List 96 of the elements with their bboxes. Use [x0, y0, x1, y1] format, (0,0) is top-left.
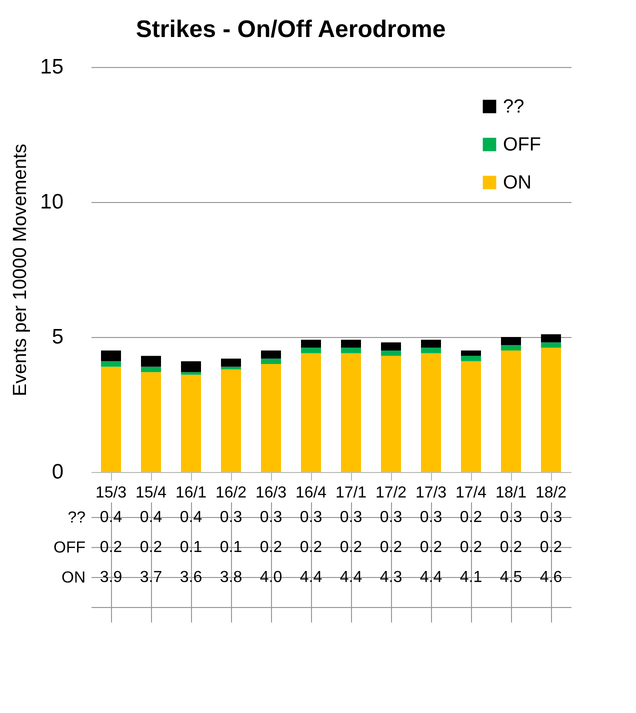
bar — [381, 350, 401, 356]
x-tick-label: 16/3 — [255, 484, 287, 502]
y-axis-title: Events per 10000 Movements — [10, 144, 32, 396]
data-label: 4.4 — [420, 569, 442, 586]
x-tick-label: 16/1 — [175, 484, 207, 502]
bar — [381, 342, 401, 350]
y-tick-label: 5 — [52, 326, 64, 348]
data-label: 0.3 — [380, 509, 402, 526]
bar — [221, 358, 241, 367]
data-label: 0.2 — [380, 539, 402, 556]
data-label: 0.2 — [260, 539, 282, 556]
legend-label: ON — [503, 172, 532, 194]
bar — [341, 353, 361, 472]
data-label: 3.9 — [100, 569, 122, 586]
text: ON — [62, 570, 86, 586]
bar — [141, 356, 161, 367]
bar — [461, 356, 481, 362]
bar — [541, 342, 561, 348]
bar — [341, 340, 361, 348]
bar — [141, 372, 161, 472]
data-label: 4.4 — [300, 569, 322, 586]
bar — [501, 350, 521, 472]
bar — [101, 361, 121, 367]
data-label: 0.3 — [300, 509, 322, 526]
data-label: 4.3 — [380, 569, 402, 586]
bar — [461, 350, 481, 356]
bar — [261, 364, 281, 472]
data-label: 0.1 — [180, 539, 202, 556]
data-label: 0.2 — [100, 539, 122, 556]
x-tick-label: 15/4 — [135, 484, 167, 502]
bar — [301, 340, 321, 348]
bar — [221, 369, 241, 472]
bar — [541, 334, 561, 342]
bar — [261, 350, 281, 359]
data-label: 4.0 — [260, 569, 282, 586]
bar — [541, 348, 561, 472]
data-label: 0.3 — [340, 509, 362, 526]
x-tick-label: 17/4 — [455, 484, 487, 502]
data-label: 0.4 — [140, 509, 162, 526]
data-label: 0.3 — [500, 509, 522, 526]
data-label: 0.3 — [540, 509, 562, 526]
bar — [181, 374, 201, 472]
legend-label: ?? — [503, 96, 524, 118]
data-label: 3.8 — [220, 569, 242, 586]
bar — [301, 348, 321, 354]
bar — [261, 358, 281, 364]
x-tick-label: 18/1 — [495, 484, 527, 502]
data-label: 0.2 — [340, 539, 362, 556]
x-tick-label: 17/3 — [415, 484, 447, 502]
data-label: 0.3 — [260, 509, 282, 526]
data-label: 0.2 — [140, 539, 162, 556]
text: ?? — [68, 510, 86, 526]
x-tick-label: 16/4 — [295, 484, 327, 502]
bar — [341, 348, 361, 354]
bar — [101, 350, 121, 362]
data-label: 4.6 — [540, 569, 562, 586]
chart-title: Strikes - On/Off Aerodrome — [136, 16, 446, 43]
data-label: 0.4 — [100, 509, 122, 526]
x-tick-label: 17/1 — [335, 484, 367, 502]
x-tick-label: 18/2 — [535, 484, 567, 502]
y-tick-label: 10 — [40, 190, 64, 214]
data-label: 0.2 — [540, 539, 562, 556]
data-label: 0.2 — [500, 539, 522, 556]
data-label: 0.2 — [420, 539, 442, 556]
bar — [301, 353, 321, 472]
bar — [181, 361, 201, 372]
legend-label: OFF — [503, 134, 541, 156]
bar — [501, 345, 521, 350]
x-tick-label: 15/3 — [95, 484, 127, 502]
bar — [421, 353, 441, 472]
bar — [421, 340, 441, 348]
data-label: 4.1 — [460, 569, 482, 586]
bar — [101, 366, 121, 472]
x-tick-label: 17/2 — [375, 484, 407, 502]
bar — [461, 361, 481, 472]
bar — [501, 337, 521, 346]
bar — [221, 366, 241, 370]
y-tick-label: 0 — [52, 460, 64, 484]
data-label: 4.5 — [500, 569, 522, 586]
data-label: 0.3 — [420, 509, 442, 526]
bar — [381, 356, 401, 472]
data-label: 0.2 — [460, 509, 482, 526]
data-label: 0.4 — [180, 509, 202, 526]
text: OFF — [54, 540, 86, 556]
x-tick-label: 16/2 — [215, 484, 247, 502]
data-label: 0.2 — [300, 539, 322, 556]
y-tick-label: 15 — [40, 56, 64, 78]
bar — [181, 372, 201, 375]
bar — [421, 348, 441, 354]
data-label: 3.6 — [180, 569, 202, 586]
data-label: 0.3 — [220, 509, 242, 526]
data-label: 3.7 — [140, 569, 162, 586]
data-label: 4.4 — [340, 569, 362, 586]
data-label: 0.2 — [460, 539, 482, 556]
bar — [141, 366, 161, 372]
data-label: 0.1 — [220, 539, 242, 556]
